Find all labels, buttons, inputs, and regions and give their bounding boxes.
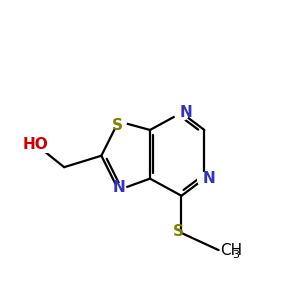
Text: 3: 3	[232, 250, 239, 260]
Text: N: N	[179, 105, 192, 120]
Text: S: S	[112, 118, 123, 133]
Text: CH: CH	[220, 243, 242, 258]
Text: S: S	[173, 224, 184, 239]
Text: HO: HO	[23, 137, 48, 152]
Text: N: N	[112, 180, 125, 195]
Text: N: N	[202, 171, 215, 186]
